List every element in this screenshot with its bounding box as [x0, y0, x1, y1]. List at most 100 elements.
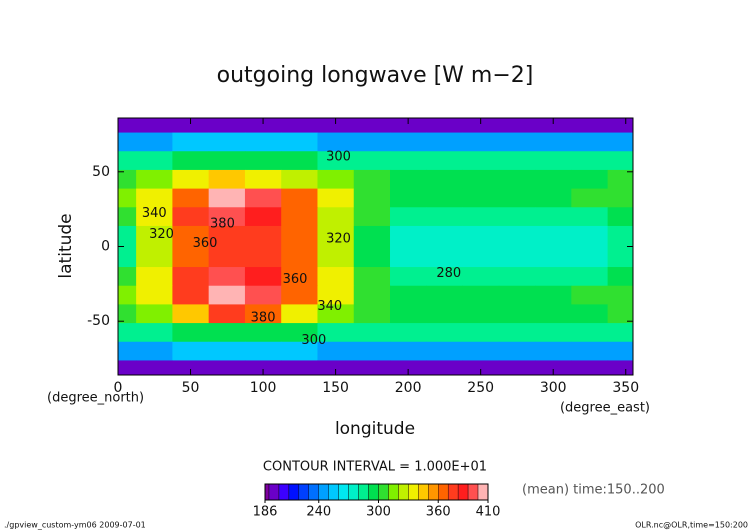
- field-cell: [353, 118, 391, 134]
- mean-label: (mean) time:150..200: [522, 483, 665, 498]
- field-cell: [535, 207, 572, 227]
- field-cell: [426, 360, 464, 375]
- x-tick-label: 350: [612, 380, 639, 396]
- colorbar-segment: [438, 483, 449, 501]
- field-cell: [136, 188, 173, 208]
- field-cell: [426, 225, 464, 247]
- field-cell: [462, 188, 500, 208]
- field-cell: [390, 118, 427, 134]
- field-cell: [317, 225, 355, 247]
- field-cell: [244, 207, 282, 227]
- field-cell: [136, 267, 173, 287]
- field-cell: [353, 341, 391, 361]
- field-cell: [535, 151, 572, 171]
- field-cell: [172, 360, 210, 375]
- colorbar-tick-label: 410: [476, 505, 501, 520]
- colorbar-segment: [358, 483, 369, 501]
- field-cell: [535, 246, 572, 268]
- field-cell: [281, 323, 318, 343]
- field-cell: [353, 225, 391, 247]
- contour-field: [118, 118, 633, 375]
- x-axis-title: longitude: [335, 419, 415, 439]
- field-cell: [571, 285, 609, 305]
- field-cell: [353, 151, 391, 171]
- field-cell: [353, 169, 391, 190]
- field-cell: [535, 267, 572, 287]
- field-cell: [317, 360, 355, 375]
- field-cell: [462, 225, 500, 247]
- colorbar-tick-label: 360: [426, 505, 451, 520]
- field-cell: [571, 169, 609, 190]
- field-cell: [118, 169, 137, 190]
- field-cell: [244, 188, 282, 208]
- field-cell: [535, 132, 572, 152]
- footer-right: OLR.nc@OLR,time=150:200: [635, 521, 748, 530]
- field-cell: [426, 118, 464, 134]
- field-cell: [172, 341, 210, 361]
- field-cell: [498, 118, 536, 134]
- field-cell: [462, 267, 500, 287]
- field-cell: [118, 267, 137, 287]
- field-cell: [172, 132, 210, 152]
- field-cell: [390, 169, 427, 190]
- colorbar-segment: [328, 483, 339, 501]
- field-cell: [571, 188, 609, 208]
- field-cell: [426, 285, 464, 305]
- field-cell: [172, 246, 210, 268]
- field-cell: [136, 169, 173, 190]
- y-tick-label: 50: [92, 164, 110, 180]
- x-tick-label: 50: [182, 380, 200, 396]
- field-cell: [426, 169, 464, 190]
- colorbar-segment: [457, 483, 469, 501]
- contour-label: 320: [149, 227, 174, 242]
- field-cell: [136, 118, 173, 134]
- field-cell: [353, 360, 391, 375]
- field-cell: [498, 225, 536, 247]
- y-unit: (degree_north): [47, 391, 144, 406]
- field-cell: [281, 225, 318, 247]
- colorbar-tick-label: 300: [366, 505, 391, 520]
- field-cell: [118, 285, 137, 305]
- colorbar-segment: [398, 483, 409, 501]
- x-tick-label: 250: [467, 380, 494, 396]
- contour-label: 360: [283, 272, 308, 287]
- colorbar-frame: [264, 483, 489, 501]
- field-cell: [317, 151, 355, 171]
- field-cell: [535, 118, 572, 134]
- field-cell: [462, 246, 500, 268]
- field-cell: [244, 323, 282, 343]
- y-tick-label: 0: [101, 239, 110, 255]
- field-cell: [353, 304, 391, 324]
- field-cell: [571, 246, 609, 268]
- field-cell: [244, 360, 282, 375]
- field-cell: [607, 132, 633, 152]
- field-cell: [535, 169, 572, 190]
- field-cell: [118, 360, 137, 375]
- field-cell: [607, 207, 633, 227]
- field-cell: [390, 225, 427, 247]
- colorbar-segment: [298, 483, 310, 501]
- field-cell: [208, 225, 246, 247]
- colorbar-segment: [338, 483, 349, 501]
- field-cell: [281, 267, 318, 287]
- field-cell: [317, 118, 355, 134]
- field-cell: [498, 267, 536, 287]
- field-cell: [244, 285, 282, 305]
- field-cell: [426, 267, 464, 287]
- field-cell: [462, 304, 500, 324]
- colorbar-segment: [477, 483, 489, 501]
- field-cell: [317, 341, 355, 361]
- field-cell: [607, 188, 633, 208]
- footer-left: ./gpview_custom-ym06 2009-07-01: [4, 521, 146, 530]
- field-cell: [607, 341, 633, 361]
- field-cell: [498, 246, 536, 268]
- field-cell: [208, 169, 246, 190]
- field-cell: [571, 151, 609, 171]
- field-cell: [535, 188, 572, 208]
- field-cell: [571, 132, 609, 152]
- field-cell: [498, 304, 536, 324]
- field-cell: [136, 132, 173, 152]
- field-cell: [390, 360, 427, 375]
- field-cell: [281, 341, 318, 361]
